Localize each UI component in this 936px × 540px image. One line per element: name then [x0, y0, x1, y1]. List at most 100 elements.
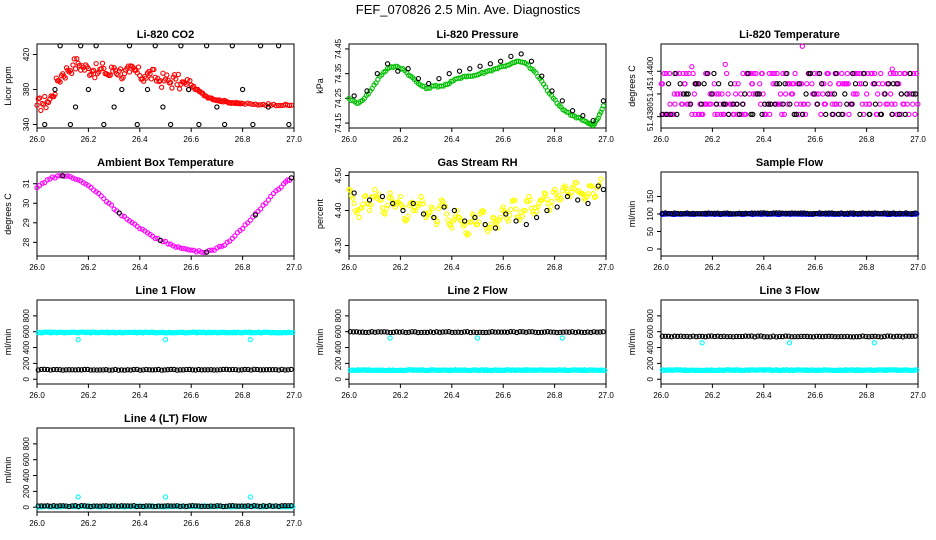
data-point — [399, 202, 405, 208]
data-point — [63, 503, 69, 509]
x-tick-label: 26.8 — [547, 135, 563, 144]
data-point — [252, 212, 259, 218]
data-point — [563, 329, 569, 335]
data-point — [869, 333, 875, 340]
plot-frame — [36, 43, 295, 129]
data-point — [178, 43, 184, 49]
data-point — [807, 211, 813, 217]
data-point — [208, 503, 214, 509]
data-point — [822, 101, 828, 107]
data-point — [833, 70, 839, 77]
data-point — [904, 101, 910, 107]
data-point — [196, 503, 202, 509]
data-point — [51, 366, 57, 373]
data-point — [718, 111, 724, 118]
data-point — [782, 81, 788, 87]
data-point — [273, 503, 279, 509]
data-point — [347, 329, 353, 335]
data-point — [242, 366, 248, 373]
x-tick-label: 27.0 — [286, 263, 302, 272]
data-point — [418, 329, 424, 336]
data-point — [841, 333, 847, 340]
data-point — [265, 104, 271, 110]
data-point — [69, 70, 75, 77]
data-point — [906, 333, 912, 339]
data-point — [203, 249, 210, 255]
data-point — [837, 101, 843, 107]
data-point — [804, 81, 810, 87]
data-point — [725, 91, 731, 97]
data-point — [743, 111, 749, 118]
series-2 — [35, 366, 294, 373]
x-tick-label: 26.8 — [235, 519, 251, 528]
data-point — [784, 70, 790, 77]
data-point — [748, 70, 754, 77]
x-tick-label: 26.2 — [393, 135, 409, 144]
data-point — [260, 101, 266, 108]
data-point — [38, 366, 45, 373]
data-point — [286, 102, 293, 109]
data-point — [833, 101, 840, 107]
data-point — [176, 86, 183, 92]
data-point — [912, 333, 918, 339]
data-point — [559, 335, 565, 341]
data-point — [65, 173, 71, 179]
y-tick-label: 51.4 — [646, 86, 655, 102]
data-point — [103, 198, 110, 205]
data-point — [679, 101, 685, 107]
data-point — [186, 366, 193, 373]
data-point — [487, 225, 493, 231]
series-1 — [34, 55, 295, 114]
y-tick-label: 340 — [22, 117, 31, 131]
data-point — [675, 91, 681, 97]
data-point — [735, 81, 741, 87]
data-point — [375, 329, 381, 335]
data-point — [93, 60, 99, 67]
data-point — [827, 81, 833, 87]
data-point — [584, 193, 590, 200]
data-point — [456, 68, 463, 74]
data-point — [575, 197, 581, 203]
data-point — [111, 104, 117, 110]
panel-title: Li-820 CO2 — [137, 29, 194, 41]
data-point — [520, 329, 526, 335]
data-point — [674, 111, 680, 118]
data-point — [894, 81, 901, 87]
x-tick-label: 26.8 — [235, 135, 251, 144]
y-axis-label: ml/min — [3, 329, 13, 356]
panel-4: Ambient Box Temperature degrees C 26.0 26.2… — [3, 157, 302, 272]
data-point — [877, 101, 883, 107]
data-point — [772, 101, 778, 107]
data-point — [887, 333, 894, 339]
data-point — [149, 367, 156, 373]
data-point — [818, 111, 824, 118]
data-point — [116, 210, 122, 216]
data-point — [419, 83, 425, 89]
data-point — [177, 503, 183, 510]
y-tick-label: 200 — [22, 356, 31, 370]
data-point — [257, 43, 264, 49]
data-point — [257, 206, 264, 212]
data-point — [149, 503, 156, 509]
data-point — [721, 333, 727, 339]
data-point — [903, 210, 909, 216]
data-point — [137, 367, 143, 373]
data-point — [435, 219, 441, 225]
data-point — [691, 91, 698, 97]
data-point — [221, 121, 228, 128]
data-point — [433, 329, 440, 335]
x-tick-label: 26.4 — [132, 263, 148, 272]
data-point — [239, 367, 245, 373]
data-point — [675, 333, 681, 340]
x-tick-label: 26.2 — [81, 135, 97, 144]
data-point — [795, 333, 801, 340]
data-point — [506, 62, 512, 68]
series-2 — [347, 329, 606, 336]
data-point — [199, 503, 205, 509]
panel-title: Line 2 Flow — [448, 285, 508, 297]
data-point — [912, 91, 919, 97]
data-point — [602, 367, 608, 374]
data-point — [420, 211, 427, 217]
data-point — [62, 173, 68, 179]
data-point — [789, 210, 795, 216]
